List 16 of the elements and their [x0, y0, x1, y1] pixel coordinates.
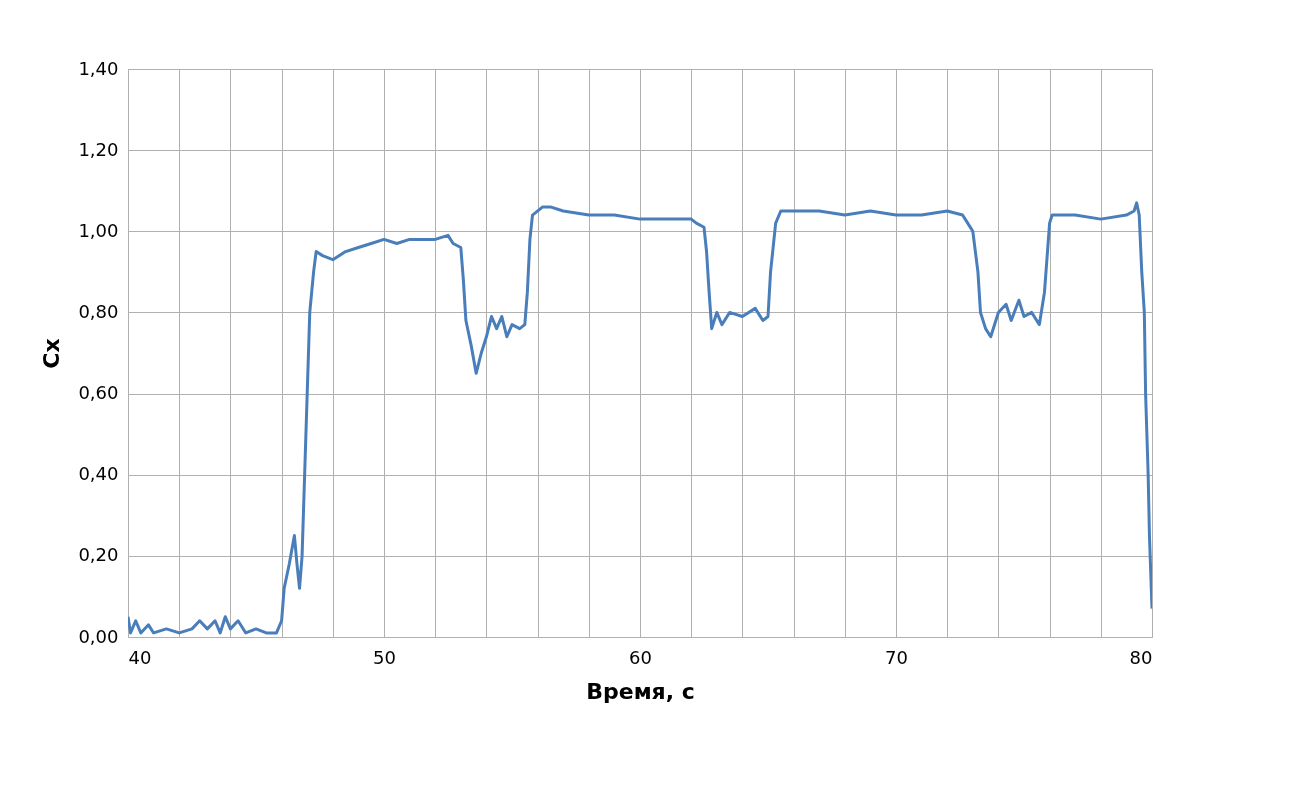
y-tick-label: 1,20	[78, 138, 119, 160]
x-tick-label: 80	[1129, 646, 1153, 668]
x-tick-label: 70	[885, 646, 908, 668]
y-tick-label: 0,00	[78, 625, 119, 647]
y-tick-label: 1,00	[78, 219, 119, 241]
x-tick-label: 50	[373, 646, 396, 668]
y-tick-label: 1,40	[78, 57, 119, 79]
y-tick-label: 0,60	[78, 382, 119, 404]
x-tick-label: 40	[128, 646, 152, 668]
y-axis-title: Cx	[39, 338, 65, 369]
y-tick-label: 0,40	[78, 463, 119, 485]
y-tick-label: 0,80	[78, 300, 119, 322]
x-tick-label: 60	[629, 646, 652, 668]
line-series	[128, 201, 1152, 635]
x-axis-title: Время, с	[586, 678, 695, 704]
y-tick-label: 0,20	[78, 544, 119, 566]
